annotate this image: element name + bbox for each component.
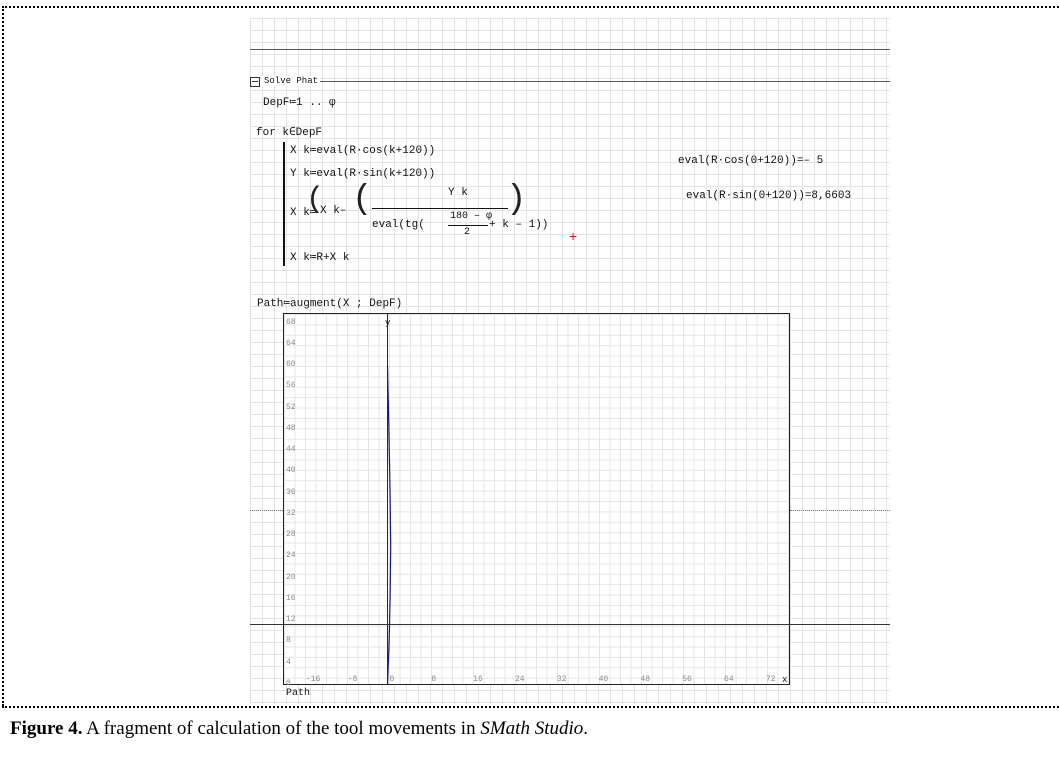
y-tick-label: 40 bbox=[286, 466, 296, 476]
y-tick-label: 68 bbox=[286, 317, 296, 327]
side-eval-sin[interactable]: eval(R·sin(0+120))=8,6603 bbox=[686, 190, 852, 202]
range-definition[interactable]: DepF≔1 .. φ bbox=[263, 97, 336, 109]
x-tick-label: 16 bbox=[473, 675, 483, 684]
insertion-cursor: + bbox=[569, 228, 578, 244]
caption-end: . bbox=[583, 718, 589, 739]
x-tick-label: 0 bbox=[389, 675, 395, 684]
y-tick-label: 20 bbox=[286, 572, 296, 582]
for-loop-header[interactable]: for k∈DepF bbox=[256, 127, 323, 139]
plot-svg bbox=[386, 313, 392, 685]
x-tick-label: 64 bbox=[724, 675, 734, 684]
y-tick-label: 16 bbox=[286, 593, 296, 603]
stmt-y-sin[interactable]: Y k≔eval(R·sin(k+120)) bbox=[290, 168, 436, 180]
y-tick-label: 24 bbox=[286, 551, 296, 561]
y-tick-label: 32 bbox=[286, 508, 296, 518]
paren-open-outer: ( bbox=[306, 183, 325, 217]
y-tick-label: 28 bbox=[286, 530, 296, 540]
stmt3-frac-den: 2 bbox=[464, 227, 471, 238]
plot-x-label: Path bbox=[286, 688, 311, 699]
paren-close-outer: ) bbox=[506, 181, 527, 219]
path-definition[interactable]: Path≔augment(X ; DepF) bbox=[257, 298, 403, 310]
region-title: Solve Phat bbox=[262, 76, 321, 86]
stmt3-lhs: X k≔ bbox=[290, 207, 317, 219]
y-tick-label: 8 bbox=[286, 636, 291, 646]
x-tick-label: -8 bbox=[347, 675, 358, 684]
y-tick-label: 64 bbox=[286, 338, 296, 348]
series-line bbox=[386, 366, 392, 685]
region-separator bbox=[262, 81, 890, 82]
stmt3-frac-num: 180 – φ bbox=[450, 211, 493, 222]
figure-caption: Figure 4. A fragment of calculation of t… bbox=[10, 718, 588, 740]
caption-text: A fragment of calculation of the tool mo… bbox=[82, 718, 481, 739]
x-tick-label: 48 bbox=[640, 675, 651, 684]
x-tick-label: 24 bbox=[514, 675, 525, 684]
x-tick-label: 72 bbox=[765, 675, 776, 684]
page-break-right bbox=[790, 510, 890, 511]
page-separator-top bbox=[250, 49, 890, 50]
y-tick-label: 60 bbox=[286, 360, 296, 370]
x-tick-label: 32 bbox=[556, 675, 567, 684]
figure-frame bbox=[2, 6, 1059, 706]
x-tick-label: 40 bbox=[598, 675, 609, 684]
y-tick-label: 44 bbox=[286, 445, 296, 455]
page-break-left bbox=[250, 510, 283, 511]
page-separator-bottom bbox=[250, 624, 890, 625]
caption-separator bbox=[2, 706, 1059, 708]
paren-open-inner: ( bbox=[352, 181, 373, 219]
x-tick-label: -16 bbox=[305, 675, 321, 684]
stmt3-numerator: Y k bbox=[448, 187, 468, 199]
side-eval-cos[interactable]: eval(R·cos(0+120))=– 5 bbox=[678, 155, 824, 167]
y-tick-label: 12 bbox=[286, 615, 296, 625]
y-tick-label: 52 bbox=[286, 402, 296, 412]
stmt-x-cos[interactable]: X k≔eval(R·cos(k+120)) bbox=[290, 145, 436, 157]
stmt-x-shift[interactable]: X k≔R+X k bbox=[290, 252, 350, 264]
stmt3-x: X k– bbox=[320, 205, 347, 217]
caption-app: SMath Studio bbox=[480, 718, 584, 739]
y-tick-label: 48 bbox=[286, 423, 296, 433]
collapse-region-icon[interactable] bbox=[250, 77, 260, 87]
x-tick-label: 56 bbox=[682, 675, 692, 684]
loop-body-bar bbox=[283, 142, 285, 266]
stmt3-den-pre: eval(tg( bbox=[372, 219, 425, 231]
fraction-bar bbox=[372, 208, 508, 209]
y-tick-label: 0 bbox=[286, 679, 291, 688]
caption-label: Figure 4. bbox=[10, 718, 83, 739]
y-tick-label: 36 bbox=[286, 487, 296, 497]
stmt3-den-post: + k – 1)) bbox=[489, 219, 549, 231]
x-tick-label: 8 bbox=[431, 675, 437, 684]
y-tick-label: 56 bbox=[286, 381, 296, 391]
plot-area[interactable] bbox=[283, 313, 790, 685]
y-tick-label: 4 bbox=[286, 657, 291, 667]
x-tick-label: x bbox=[782, 675, 788, 685]
inner-fraction-bar bbox=[448, 225, 488, 226]
y-axis-label: y bbox=[385, 318, 391, 328]
